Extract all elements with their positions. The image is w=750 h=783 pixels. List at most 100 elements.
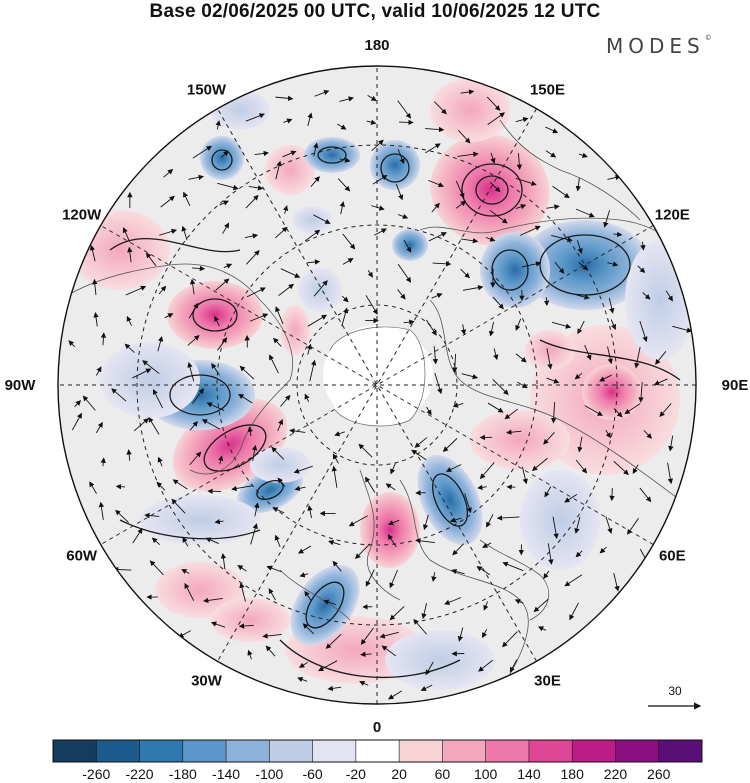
colorbar-tick-label: -20: [346, 766, 366, 782]
colorbar-tick-label: 140: [517, 766, 541, 782]
colorbar-cell: [53, 740, 97, 762]
wind-arrow: [385, 483, 396, 491]
wind-arrow: [425, 143, 441, 154]
wind-arrow: [632, 464, 639, 475]
wind-arrow: [543, 431, 555, 445]
negative-anomaly: [298, 268, 342, 312]
contour: [461, 163, 523, 217]
wind-arrow: [188, 302, 199, 319]
wind-arrow: [397, 213, 409, 219]
wind-arrow: [425, 661, 434, 676]
wind-arrow: [133, 418, 149, 432]
colorbar-cell: [442, 740, 487, 762]
wind-arrow: [554, 261, 565, 274]
longitude-label: 0: [373, 719, 381, 736]
wind-arrow: [634, 346, 641, 369]
wind-arrow: [339, 201, 345, 215]
wind-arrow: [397, 289, 406, 300]
wind-arrow: [219, 200, 229, 206]
wind-arrow: [188, 174, 204, 181]
wind-arrow: [254, 150, 269, 157]
wind-arrow: [205, 537, 219, 544]
wind-arrow: [215, 120, 221, 130]
wind-arrow: [282, 150, 297, 158]
coastline: [399, 479, 529, 691]
wind-arrow: [487, 112, 506, 125]
wind-arrow: [659, 403, 672, 418]
wind-arrow: [515, 353, 527, 363]
wind-arrow: [432, 346, 439, 365]
wind-arrow: [126, 315, 132, 326]
wind-arrow: [367, 269, 373, 278]
contour: [491, 249, 529, 291]
wind-arrow: [278, 283, 294, 296]
positive-anomaly: [155, 562, 245, 618]
coastline: [429, 299, 681, 501]
wind-arrow: [372, 175, 388, 185]
colorbar-tick-label: 100: [474, 766, 498, 782]
wind-arrow: [98, 501, 105, 520]
wind-arrow: [486, 96, 501, 111]
wind-arrow: [192, 388, 204, 404]
wind-arrow: [160, 195, 175, 208]
negative-anomaly: [385, 630, 495, 690]
wind-arrow: [433, 101, 447, 115]
wind-arrow: [217, 182, 239, 191]
map-disc: [58, 66, 696, 704]
wind-arrow: [575, 208, 595, 218]
wind-arrow: [504, 408, 519, 420]
colorbar-cell: [355, 740, 400, 762]
wind-arrow: [575, 459, 588, 474]
coastline: [359, 469, 401, 601]
colorbar: -260 -220 -180 -140 -100 -60 -20 20 60 100 140 180 2…: [52, 739, 703, 782]
wind-arrow: [280, 268, 301, 278]
wind-arrow: [613, 408, 623, 418]
wind-arrow: [163, 168, 174, 178]
wind-arrow: [331, 465, 338, 488]
wind-arrow: [546, 348, 553, 370]
colorbar-tick-label: -60: [302, 766, 322, 782]
wind-arrow: [665, 290, 673, 302]
wind-arrow: [464, 493, 472, 514]
wind-arrow: [192, 265, 206, 272]
wind-arrow: [246, 287, 266, 298]
wind-arrow: [455, 180, 465, 199]
wind-arrow: [310, 176, 320, 187]
contour: [119, 519, 261, 540]
wind-arrow: [576, 294, 590, 300]
wind-arrow: [239, 582, 246, 602]
wind-arrow: [93, 312, 99, 327]
wind-arrow: [546, 377, 560, 384]
wind-arrow: [355, 543, 371, 560]
coastline: [189, 379, 291, 475]
wind-arrow: [262, 633, 282, 639]
wind-arrow: [341, 307, 349, 327]
wind-arrow: [313, 280, 328, 297]
wind-arrow: [381, 645, 397, 657]
wind-arrow: [610, 319, 617, 330]
positive-anomaly: [280, 305, 310, 355]
wind-arrow: [605, 516, 613, 534]
wind-arrow: [517, 381, 528, 389]
wind-arrow: [254, 502, 260, 517]
wind-arrow: [337, 123, 347, 130]
positive-anomaly: [430, 78, 510, 142]
negative-anomaly: [392, 229, 428, 261]
longitude-label: 90W: [5, 377, 37, 394]
wind-arrow: [148, 416, 160, 435]
wind-arrow: [100, 457, 106, 467]
negative-anomaly: [292, 206, 332, 234]
wind-arrow: [203, 597, 223, 604]
wind-arrow: [251, 444, 258, 462]
wind-arrow: [124, 343, 135, 353]
wind-arrow: [574, 372, 583, 380]
longitude-label: 60E: [659, 548, 686, 565]
colorbar-tick-label: -260: [82, 766, 110, 782]
wind-arrow: [387, 519, 400, 526]
meridian-line: [217, 108, 537, 662]
contour: [475, 175, 509, 205]
wind-arrow: [249, 313, 269, 322]
wind-arrow: [268, 588, 276, 601]
wind-arrow: [607, 346, 613, 365]
wind-arrow: [627, 517, 639, 535]
